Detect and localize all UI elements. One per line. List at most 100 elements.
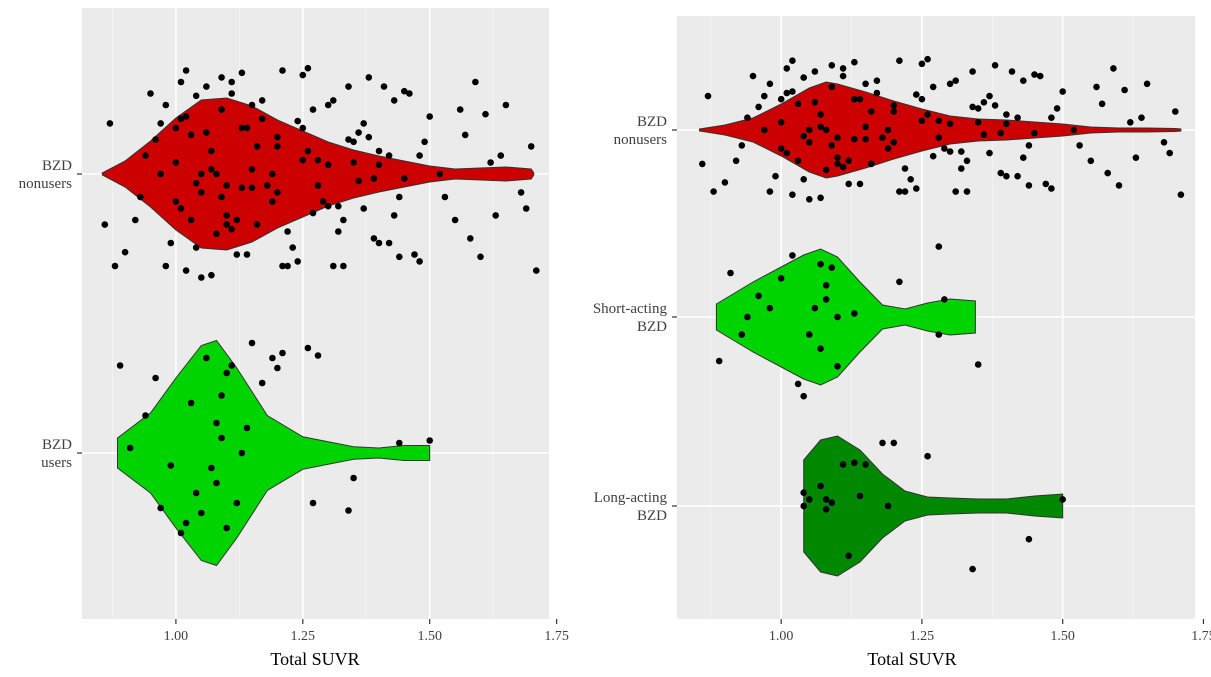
data-point bbox=[101, 221, 109, 228]
data-point bbox=[274, 189, 281, 196]
y-tick-label: nonusers bbox=[614, 132, 667, 148]
data-point bbox=[828, 264, 836, 272]
data-point bbox=[243, 251, 251, 258]
data-point bbox=[974, 119, 982, 126]
y-tick-label: BZD bbox=[42, 437, 72, 453]
data-point bbox=[421, 138, 428, 146]
data-point bbox=[845, 157, 852, 165]
data-point bbox=[856, 95, 864, 103]
data-point bbox=[806, 331, 813, 338]
data-point bbox=[834, 134, 841, 141]
data-point bbox=[918, 117, 926, 125]
right-panel: BZDnonusersShort-actingBZDLong-actingBZD… bbox=[593, 16, 1211, 669]
data-point bbox=[806, 496, 813, 503]
data-point bbox=[862, 461, 869, 468]
data-point bbox=[198, 189, 205, 196]
data-point bbox=[223, 212, 230, 219]
data-point bbox=[228, 78, 235, 86]
data-point bbox=[360, 205, 368, 212]
data-point bbox=[527, 143, 535, 150]
data-point bbox=[198, 509, 205, 517]
data-point bbox=[345, 136, 352, 143]
data-point bbox=[243, 424, 251, 432]
data-point bbox=[365, 133, 373, 141]
data-point bbox=[360, 120, 368, 127]
data-point bbox=[851, 459, 858, 467]
data-point bbox=[142, 152, 149, 159]
data-point bbox=[839, 65, 847, 72]
data-point bbox=[279, 67, 286, 74]
data-point bbox=[152, 136, 159, 143]
data-point bbox=[822, 506, 830, 513]
data-point bbox=[834, 154, 841, 161]
data-point bbox=[715, 357, 723, 365]
data-point bbox=[901, 165, 909, 172]
data-point bbox=[862, 135, 869, 143]
data-point bbox=[766, 188, 774, 195]
data-point bbox=[340, 216, 347, 224]
data-point bbox=[172, 159, 180, 166]
data-point bbox=[517, 189, 525, 196]
data-point bbox=[269, 170, 276, 178]
data-point bbox=[416, 258, 423, 265]
data-point bbox=[862, 123, 869, 131]
data-point bbox=[132, 216, 139, 224]
data-point bbox=[177, 78, 185, 86]
data-point bbox=[375, 239, 383, 247]
data-point bbox=[157, 170, 164, 178]
data-point bbox=[856, 492, 864, 500]
data-point bbox=[811, 99, 819, 106]
data-point bbox=[299, 124, 307, 132]
data-point bbox=[884, 145, 892, 152]
data-point bbox=[213, 170, 220, 178]
data-point bbox=[1025, 535, 1033, 543]
y-tick-label: BZD bbox=[637, 114, 667, 130]
data-point bbox=[461, 131, 469, 139]
data-point bbox=[218, 434, 225, 442]
data-point bbox=[834, 160, 841, 168]
data-point bbox=[738, 331, 746, 338]
data-point bbox=[299, 156, 307, 164]
data-point bbox=[396, 439, 403, 447]
data-point bbox=[986, 149, 993, 157]
x-tick-label: 1.75 bbox=[1191, 629, 1211, 644]
data-point bbox=[416, 152, 423, 159]
data-point bbox=[203, 354, 210, 362]
data-point bbox=[800, 132, 807, 140]
data-point bbox=[147, 90, 154, 97]
data-point bbox=[710, 188, 717, 195]
data-point bbox=[704, 92, 712, 100]
data-point bbox=[969, 68, 976, 75]
data-point bbox=[401, 87, 408, 95]
data-point bbox=[1160, 139, 1168, 146]
data-point bbox=[253, 221, 261, 228]
data-point bbox=[1087, 157, 1095, 165]
data-point bbox=[426, 437, 434, 444]
data-point bbox=[890, 439, 898, 447]
data-point bbox=[783, 89, 791, 97]
data-point bbox=[1166, 149, 1173, 157]
data-point bbox=[355, 177, 362, 185]
data-point bbox=[264, 182, 271, 189]
data-point bbox=[218, 392, 225, 399]
data-point bbox=[137, 193, 144, 201]
x-tick-label: 1.25 bbox=[291, 629, 316, 644]
data-point bbox=[335, 202, 342, 210]
data-point bbox=[309, 499, 317, 507]
left-plot-background bbox=[82, 8, 549, 619]
left-violins bbox=[101, 97, 535, 567]
y-tick-label: nonusers bbox=[19, 176, 72, 192]
data-point bbox=[456, 106, 464, 113]
data-point bbox=[233, 251, 241, 258]
data-point bbox=[946, 80, 954, 88]
data-point bbox=[789, 57, 796, 64]
data-point bbox=[946, 120, 954, 128]
data-point bbox=[406, 90, 413, 97]
data-point bbox=[269, 198, 276, 205]
data-point bbox=[783, 65, 791, 72]
data-point bbox=[203, 129, 210, 136]
x-tick-label: 1.50 bbox=[417, 629, 442, 644]
data-point bbox=[901, 188, 909, 195]
data-point bbox=[822, 296, 830, 303]
data-point bbox=[834, 313, 841, 321]
